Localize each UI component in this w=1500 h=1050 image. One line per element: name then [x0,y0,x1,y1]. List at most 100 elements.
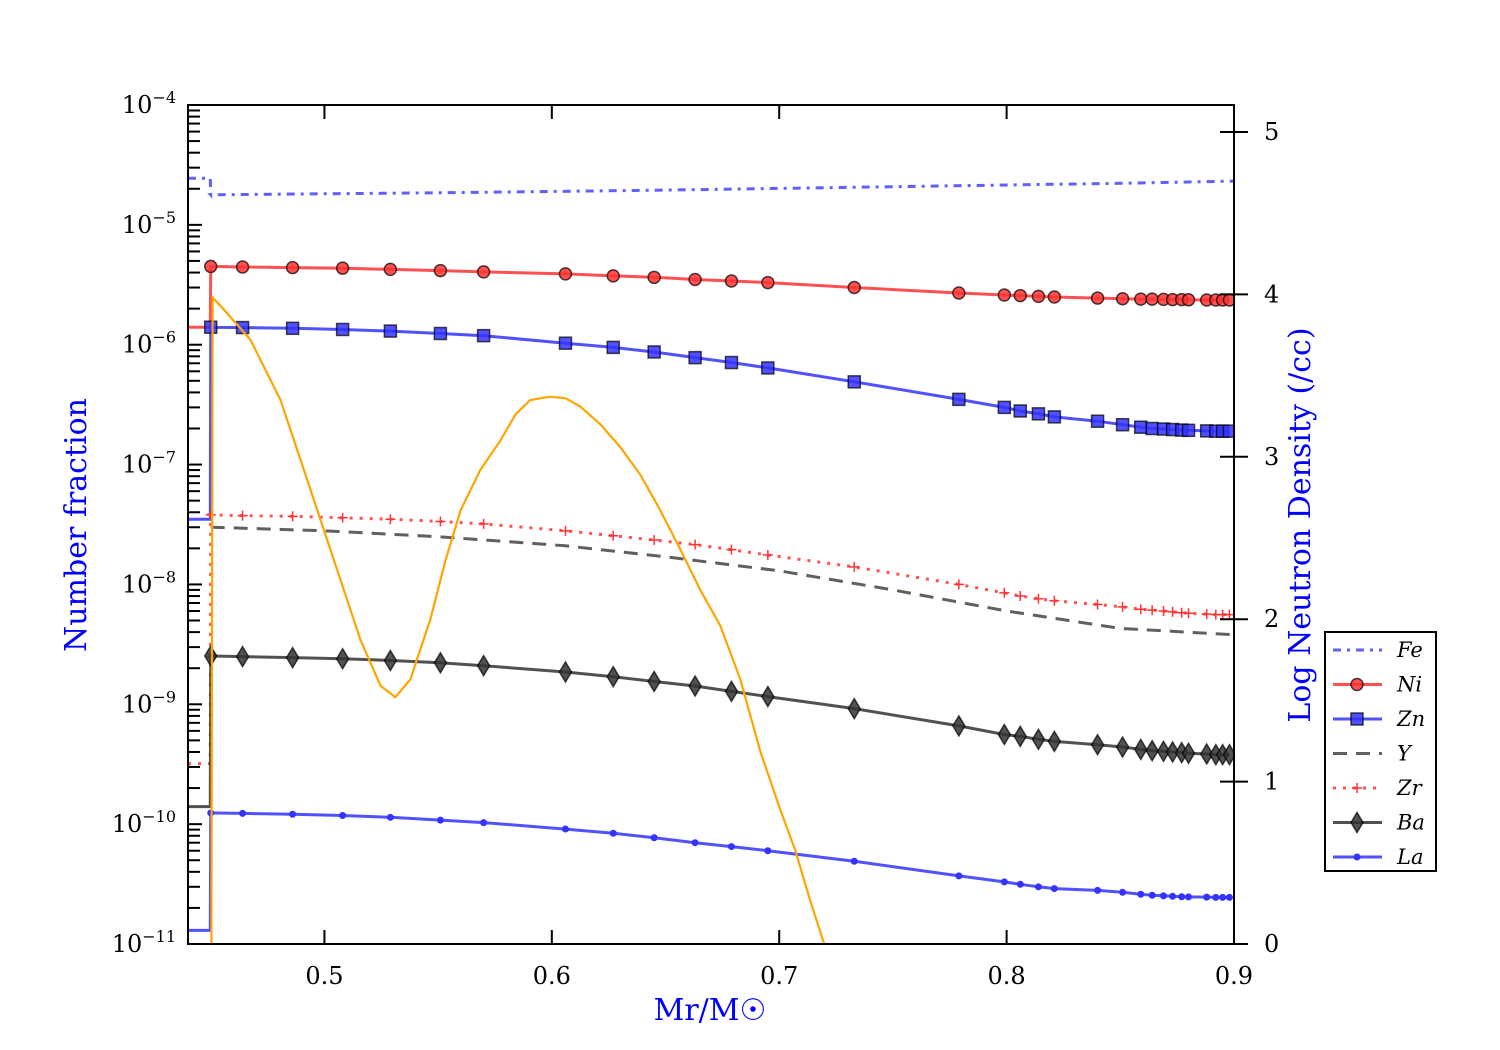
legend-label: La [1396,845,1423,869]
legend-item-ni: Ni [1333,673,1422,697]
marker-diamond [1181,741,1196,765]
marker-diamond [724,679,739,703]
marker-square [647,345,661,359]
marker-diamond [285,646,300,670]
marker-dot [1178,893,1186,901]
marker-dot [764,847,772,855]
marker-plus [478,518,489,529]
marker-square [235,320,250,335]
y-axis-label: Number fraction [59,398,94,652]
series-line-ni [188,264,1230,329]
marker-circle [997,288,1012,302]
marker-circle [335,261,350,275]
series-line-la [188,811,1230,932]
legend-box [1324,631,1437,872]
marker-plus [608,530,619,541]
marker-diamond [1090,733,1105,757]
y-tick-label: 10−6 [122,328,176,359]
marker-dot [1034,883,1042,891]
marker-square [335,322,350,337]
marker-square [1013,404,1028,418]
legend-label: Ni [1396,673,1422,697]
legend-label: Zr [1396,776,1424,800]
series-y [210,525,1234,637]
marker-circle [606,269,620,283]
marker-plus [1183,608,1194,619]
marker-plus [1015,591,1026,602]
marker-dot [1000,878,1008,886]
marker-square [761,361,775,375]
series-line-y [210,525,1234,637]
marker-diamond [1145,739,1160,763]
marker-square [383,324,398,338]
marker-diamond [1133,737,1148,761]
marker-dot [1050,885,1058,893]
marker-circle [952,286,966,300]
marker-dot [1203,893,1211,901]
series-zn [188,320,1234,521]
legend-label: Y [1397,742,1413,766]
marker-dot [650,834,658,842]
marker-circle [235,260,250,274]
marker-square [1031,407,1046,421]
marker-diamond [235,645,250,669]
marker-plus [999,587,1010,598]
marker-dot [691,839,699,847]
marker-plus [690,539,701,550]
marker-square [1090,414,1105,428]
marker-plus [849,561,860,572]
marker-plus [1049,595,1060,606]
marker-dot [1094,886,1102,894]
neutron-density-line [210,294,826,944]
marker-plus [1352,783,1362,793]
y-tick-label: 10−10 [112,807,176,838]
marker-dot [1119,888,1127,896]
marker-diamond [647,670,662,693]
marker-diamond [433,651,448,675]
legend-label: Zn [1396,707,1425,731]
marker-dot [289,810,297,818]
marker-circle [1350,677,1364,692]
marker-plus [1033,593,1044,604]
marker-dot [436,816,444,824]
marker-circle [476,265,491,279]
marker-diamond [1115,735,1130,759]
marker-circle [724,274,739,288]
marker-plus [1135,604,1146,615]
x-tick-label: 0.5 [305,962,343,990]
legend-label: Fe [1396,638,1423,662]
marker-circle [688,272,702,287]
marker-plus [1201,609,1212,620]
marker-plus [385,514,396,525]
legend-item-y: Y [1333,742,1413,766]
marker-plus [1167,606,1178,617]
marker-diamond [1013,724,1028,748]
x-tick-label: 0.7 [760,962,798,990]
x-tick-label: 0.6 [533,962,571,990]
marker-diamond [203,644,218,668]
marker-dot [1212,893,1220,901]
marker-dot [1148,891,1156,899]
marker-dot [1169,892,1177,900]
x-axis-label: Mr/M☉ [654,993,767,1028]
marker-circle [433,263,448,278]
y-right-tick-label: 3 [1264,443,1279,471]
y-right-tick-label: 4 [1264,280,1279,308]
legend-item-ba: Ba [1333,811,1425,835]
marker-diamond [688,674,702,698]
marker-square [952,392,966,407]
legend-item-la: La [1333,845,1423,869]
marker-circle [1115,291,1130,306]
marker-plus [287,511,298,522]
marker-square [1181,423,1196,438]
marker-dot [1160,892,1168,900]
series-line-zr [188,513,1230,766]
marker-dot [239,809,247,817]
legend-item-zn: Zn [1333,707,1425,731]
marker-plus [237,510,248,521]
marker-square [1134,420,1148,434]
marker-circle [847,280,862,295]
marker-dot [561,825,569,833]
plot-frame [187,104,1235,945]
